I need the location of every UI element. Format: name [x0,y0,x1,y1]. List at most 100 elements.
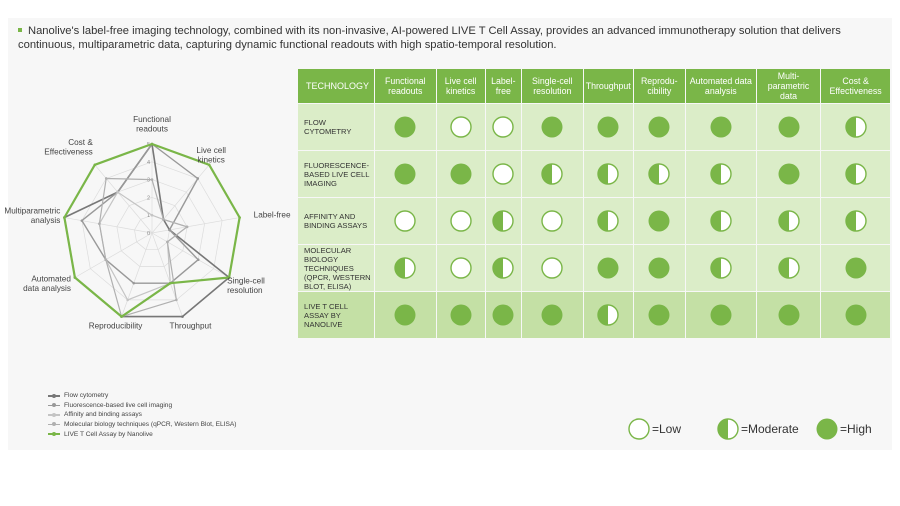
rating-cell [375,245,436,291]
rating-high-dot-icon [710,116,732,138]
rating-high-dot-icon [648,116,670,138]
rating-cell [436,151,485,197]
rating-cell [583,198,633,244]
radar-point [196,177,200,180]
rating-moderate-dot-icon [844,116,867,138]
table-row: LIVE T CELL ASSAY BY NANOLIVE [298,292,890,338]
radar-spoke [64,217,153,234]
rating-cell [583,151,633,197]
rating-cell [485,198,521,244]
radar-point [73,276,77,279]
rating-moderate-dot-icon [648,163,670,185]
table-corner-header: TECHNOLOGY [298,69,374,103]
legend-label: LIVE T Cell Assay by Nanolive [64,430,153,438]
rating-moderate-dot-icon [777,257,800,279]
rating-moderate-dot-icon [710,163,732,185]
rating-high-dot-icon [648,210,670,232]
rating-cell [375,292,436,338]
rating-high-dot-icon [597,116,619,138]
legend-swatch-icon [48,403,60,407]
rating-cell [821,104,890,150]
rating-high-dot-icon [778,163,800,185]
rating-cell [633,245,685,291]
rating-high-dot-icon [778,304,800,326]
radar-point [207,163,211,167]
radar-spoke [74,232,153,278]
rating-cell [633,151,685,197]
row-label: AFFINITY AND BINDING ASSAYS [298,198,374,244]
radar-tick-label: 2 [147,195,150,201]
radar-series-line [98,177,188,318]
legend-item: Flow cytometry [48,391,237,401]
key-high: =High [816,418,872,440]
table-row: FLUORESCENCE-BASED LIVE CELL IMAGING [298,151,890,197]
radar-point [175,298,178,302]
row-label: MOLECULAR BIOLOGY TECHNIQUES (qPCR, WEST… [298,245,374,291]
rating-cell [633,104,685,150]
radar-point [93,163,97,167]
rating-moderate-dot-icon [710,257,732,279]
radar-point [104,177,108,180]
radar-point [168,281,172,285]
rating-cell [756,198,821,244]
radar-tick-label: 0 [147,231,150,237]
rating-cell [821,151,890,197]
low-circle-icon [628,418,650,440]
column-header: Throughput [583,69,633,103]
column-header: Multi-parametric data [756,69,821,103]
radar-tick-label: 3 [147,178,150,184]
rating-cell [633,198,685,244]
key-high-label: =High [840,422,872,436]
rating-high-dot-icon [450,304,472,326]
legend-swatch-icon [48,393,60,397]
rating-low-dot-icon [541,257,563,279]
rating-high-dot-icon [710,304,732,326]
rating-high-dot-icon [450,163,472,185]
radar-axis-label: Automated data analysis [23,275,71,294]
radar-point [181,315,184,318]
rating-cell [375,151,436,197]
key-moderate: =Moderate [717,418,799,440]
rating-cell [583,104,633,150]
radar-axis-label: Live cell kinetics [196,146,226,165]
rating-cell [375,104,436,150]
row-label: FLUORESCENCE-BASED LIVE CELL IMAGING [298,151,374,197]
key-low: =Low [628,418,681,440]
row-label: LIVE T CELL ASSAY BY NANOLIVE [298,292,374,338]
table-row: FLOW CYTOMETRY [298,104,890,150]
comparison-table: TECHNOLOGY Functional readouts Live cell … [297,68,891,339]
rating-low-dot-icon [541,210,563,232]
radar-point [126,298,129,302]
table-header-row: TECHNOLOGY Functional readouts Live cell … [298,69,890,103]
rating-high-dot-icon [778,116,800,138]
rating-moderate-dot-icon [597,210,619,232]
rating-cell [521,198,583,244]
radar-spoke [151,164,210,234]
radar-point [63,216,66,219]
legend-item: Molecular biology techniques (qPCR, West… [48,420,237,430]
rating-moderate-dot-icon [394,257,416,279]
radar-series-line [63,142,241,318]
rating-low-dot-icon [449,210,472,232]
radar-point [227,276,231,279]
rating-cell [521,245,583,291]
rating-moderate-dot-icon [597,304,619,326]
table-row: MOLECULAR BIOLOGY TECHNIQUES (qPCR, WEST… [298,245,890,291]
legend-label: Flow cytometry [64,392,109,400]
radar-series [98,177,189,318]
radar-point [162,218,165,221]
column-header: Label-free [485,69,521,103]
column-header: Automated data analysis [685,69,756,103]
rating-moderate-dot-icon [541,163,563,185]
rating-high-dot-icon [541,304,563,326]
rating-high-dot-icon [541,116,563,138]
rating-cell [583,245,633,291]
radar-point [120,315,123,318]
rating-high-dot-icon [648,304,670,326]
rating-cell [485,292,521,338]
rating-cell [583,292,633,338]
column-header: Single-cell resolution [521,69,583,103]
rating-high-dot-icon [394,304,416,326]
rating-high-dot-icon [648,257,670,279]
legend-label: Affinity and binding assays [64,411,142,419]
